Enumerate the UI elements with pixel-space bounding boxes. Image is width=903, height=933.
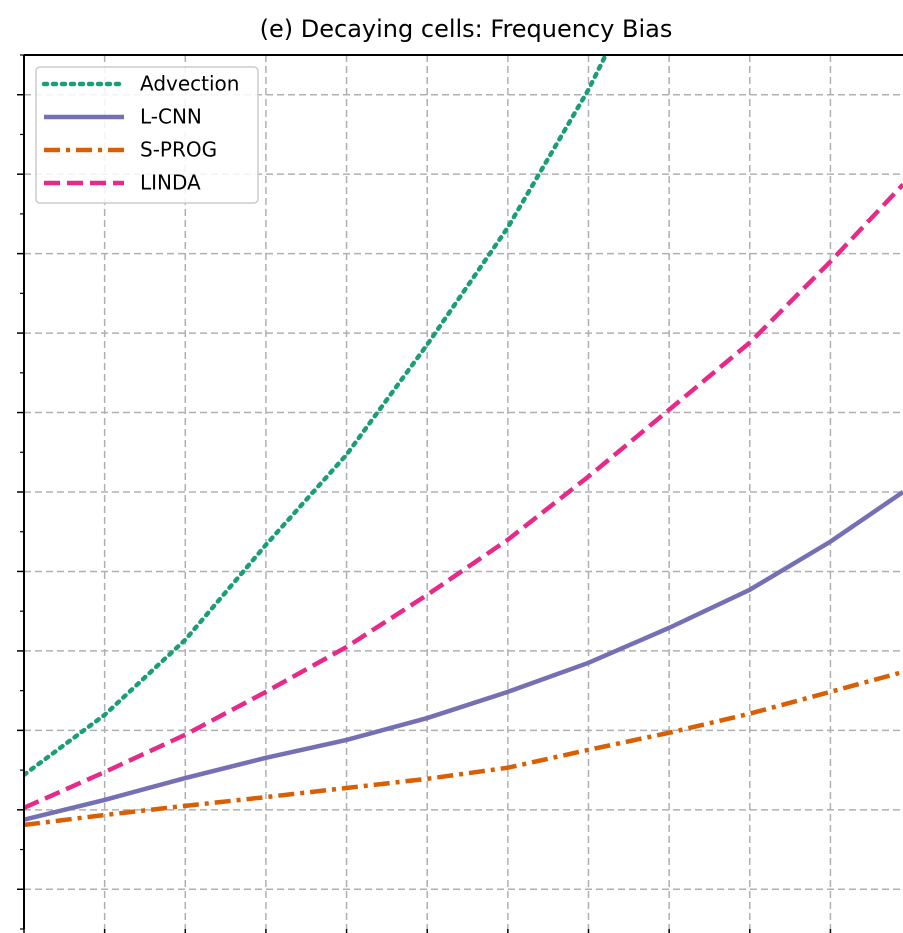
legend-label: Advection <box>140 72 239 96</box>
series-line <box>24 182 903 810</box>
plot-area <box>24 55 903 828</box>
series-line <box>24 669 903 828</box>
legend-label: S-PROG <box>140 138 217 162</box>
legend-label: LINDA <box>140 171 201 195</box>
chart-title: (e) Decaying cells: Frequency Bias <box>260 15 673 43</box>
series-line <box>24 55 609 778</box>
series-line <box>24 490 903 822</box>
legend-box <box>35 66 259 204</box>
legend-label: L-CNN <box>140 105 202 129</box>
